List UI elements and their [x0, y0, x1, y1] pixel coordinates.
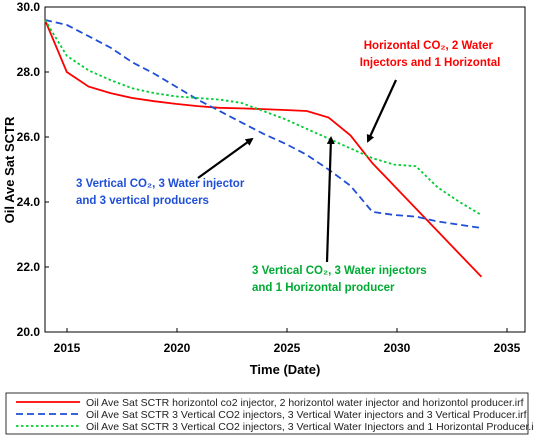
- series-group: [44, 19, 483, 278]
- y-axis-label: Oil Ave Sat SCTR: [2, 116, 17, 223]
- series-line-vertical-3-producers: [44, 19, 482, 229]
- annotation-line: Horizontal CO₂, 2 Water: [364, 40, 494, 52]
- x-tick-label: 2015: [54, 341, 81, 355]
- x-ticks: 2015 2020 2025 2030 2035: [54, 328, 521, 355]
- legend-entry: Oil Ave Sat SCTR 3 Vertical CO2 injector…: [16, 421, 533, 433]
- annotation-arrow-green: [325, 136, 335, 263]
- annotation-red: Horizontal CO₂, 2 Water Injectors and 1 …: [360, 40, 501, 69]
- annotation-line: and 1 Horizontal producer: [252, 282, 395, 294]
- annotation-arrow-blue: [197, 137, 254, 179]
- x-tick-label: 2030: [384, 341, 411, 355]
- x-tick-label: 2020: [164, 341, 191, 355]
- annotation-line: and 3 vertical producers: [76, 195, 209, 207]
- annotation-blue: 3 Vertical CO₂, 3 Water injector and 3 v…: [76, 178, 248, 207]
- legend-label: Oil Ave Sat SCTR horizontol co2 injector…: [86, 397, 524, 409]
- annotation-line: 3 Vertical CO₂, 3 Water injector: [76, 178, 245, 190]
- legend-entry: Oil Ave Sat SCTR horizontol co2 injector…: [16, 397, 524, 409]
- annotation-arrow-red: [366, 79, 397, 143]
- y-tick-label: 22.0: [17, 260, 41, 274]
- legend-entry: Oil Ave Sat SCTR 3 Vertical CO2 injector…: [16, 409, 527, 421]
- series-line-vertical-1-horizontal-producer: [44, 19, 482, 216]
- annotation-text: Horizontal CO₂, 2 Water Injectors and 1 …: [360, 40, 501, 69]
- x-tick-label: 2025: [274, 341, 301, 355]
- plot-area: [44, 6, 526, 333]
- annotation-text: 3 Vertical CO₂, 3 Water injectors and 1 …: [252, 265, 430, 294]
- y-tick-label: 28.0: [17, 65, 41, 79]
- y-tick-label: 24.0: [17, 195, 41, 209]
- series-line-horizontal-co2: [44, 19, 483, 278]
- legend-label: Oil Ave Sat SCTR 3 Vertical CO2 injector…: [86, 421, 533, 433]
- y-tick-label: 26.0: [17, 130, 41, 144]
- x-tick-label: 2035: [494, 341, 521, 355]
- y-tick-label: 30.0: [17, 0, 41, 14]
- legend: [5, 392, 529, 435]
- annotation-line: 3 Vertical CO₂, 3 Water injectors: [252, 265, 427, 277]
- annotation-text: 3 Vertical CO₂, 3 Water injector and 3 v…: [76, 178, 248, 207]
- annotation-line: Injectors and 1 Horizontal: [360, 57, 501, 69]
- y-ticks: 20.0 22.0 24.0 26.0 28.0 30.0: [17, 0, 49, 339]
- x-axis-label: Time (Date): [250, 362, 321, 377]
- legend-label: Oil Ave Sat SCTR 3 Vertical CO2 injector…: [86, 409, 527, 421]
- y-tick-label: 20.0: [17, 325, 41, 339]
- annotation-green: 3 Vertical CO₂, 3 Water injectors and 1 …: [252, 265, 430, 294]
